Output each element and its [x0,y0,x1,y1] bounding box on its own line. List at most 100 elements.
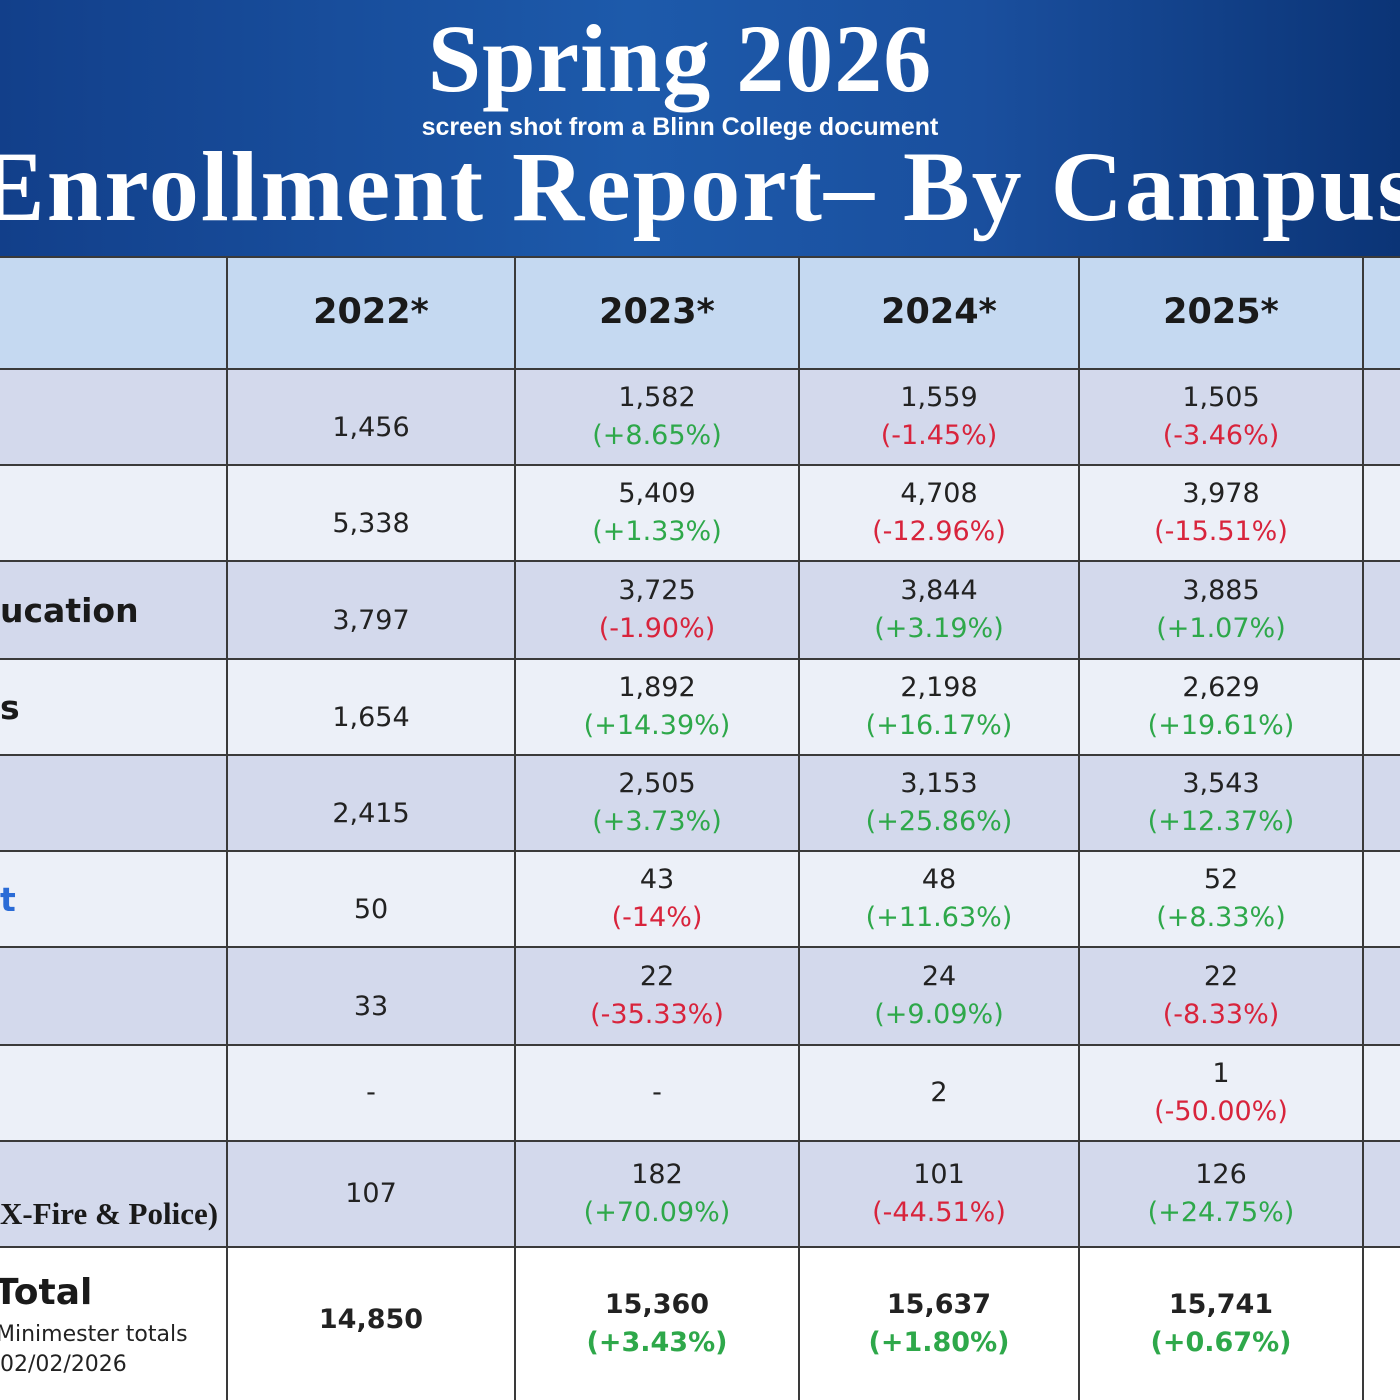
change-value: (+1.07%) [1156,613,1286,644]
table-row: 5,338 5,409 (+1.33%) 4,708 (-12.96%) 3,978… [0,466,1400,562]
change-value: (+70.09%) [583,1197,731,1228]
table-row: 33 22 (-35.33%) 24 (+9.09%) 22 (-8.33%) [0,948,1400,1046]
total-2025: 15,741 (+0.67%) [1080,1248,1362,1400]
change-value: (-8.33%) [1162,999,1280,1030]
cell-2024: 101 (-44.51%) [800,1142,1078,1246]
cell-2022: - [366,1077,376,1108]
change-value: (+25.86%) [865,806,1013,837]
cell-2025: 2,629 (+19.61%) [1080,660,1362,754]
table-row: s 1,654 1,892 (+14.39%) 2,198 (+16.17%) 2,… [0,660,1400,756]
change-value: (-50.00%) [1154,1096,1288,1127]
cell-2025: 22 (-8.33%) [1080,948,1362,1044]
column-divider [226,256,228,1400]
total-row: Total Minimester totals 02/02/2026 14,85… [0,1248,1400,1400]
column-header-2022: 2022* [313,292,429,332]
cell-2023: 22 (-35.33%) [516,948,798,1044]
change-value: (+12.37%) [1147,806,1295,837]
column-divider [1078,256,1080,1400]
campus-label: t [0,879,16,919]
table-top-border [0,256,1400,258]
campus-label: s [0,687,20,727]
table-row: 1,456 1,582 (+8.65%) 1,559 (-1.45%) 1,505(… [0,370,1400,466]
cell-2024: 3,153 (+25.86%) [800,756,1078,850]
cell-2024: 2,198 (+16.17%) [800,660,1078,754]
cell-2024: 2 [930,1077,948,1108]
cell-2024: 3,844 (+3.19%) [800,562,1078,658]
cell-2022: 1,456 [332,412,410,443]
table-header-row: 2022* 2023* 2024* 2025* [0,256,1400,370]
change-value: (+9.09%) [874,999,1004,1030]
cell-2022: 3,797 [332,605,410,636]
change-value: (+3.19%) [874,613,1004,644]
cell-2024: 4,708 (-12.96%) [800,466,1078,560]
change-value: (+8.33%) [1156,902,1286,933]
cell-2025: 126 (+24.75%) [1080,1142,1362,1246]
report-title: Spring 2026 [427,5,933,112]
change-value: (+19.61%) [1147,710,1295,741]
column-divider [1362,256,1364,1400]
cell-2023: 182 (+70.09%) [516,1142,798,1246]
cell-2023: - [652,1077,662,1108]
cell-2022: 5,338 [332,508,410,539]
cell-2022: 50 [353,894,389,925]
column-divider [798,256,800,1400]
report-subtitle: screen shot from a Blinn College documen… [421,113,939,141]
change-value: (+1.33%) [592,516,722,547]
total-label-group: Total Minimester totals 02/02/2026 [0,1248,226,1400]
change-value: (+3.73%) [592,806,722,837]
total-2023: 15,360 (+3.43%) [516,1248,798,1400]
change-value: (-3.46%) [1162,420,1280,451]
campus-label: ucation [0,590,139,630]
change-value: (+3.43%) [586,1327,728,1358]
total-date: 02/02/2026 [0,1352,127,1377]
cell-2025: 1 (-50.00%) [1080,1046,1362,1140]
campus-label [0,370,226,464]
change-value: (+24.75%) [1147,1197,1295,1228]
cell-2023: 3,725 (-1.90%) [516,562,798,658]
cell-2023: 1,892 (+14.39%) [516,660,798,754]
column-header-2024: 2024* [881,292,997,332]
total-2022: 14,850 [318,1304,424,1335]
cell-2024: 1,559 (-1.45%) [800,370,1078,464]
table-row: t 50 43 (-14%) 48 (+11.63%) 52 (+8.33%) [0,852,1400,948]
column-divider [514,256,516,1400]
column-header-2023: 2023* [599,292,715,332]
table-row: - - 2 1 (-50.00%) [0,1046,1400,1142]
campus-label [0,1046,226,1140]
change-value: (+1.80%) [868,1327,1010,1358]
report-banner: Spring 2026 screen shot from a Blinn Col… [0,0,1400,256]
campus-label: X-Fire & Police) [0,1196,219,1231]
change-value: (-1.90%) [598,613,716,644]
change-value: (-1.45%) [880,420,998,451]
change-value: (+0.67%) [1150,1327,1292,1358]
cell-2023: 1,582 (+8.65%) [516,370,798,464]
change-value: (+8.65%) [592,420,722,451]
cell-2022: 1,654 [332,702,410,733]
change-value: (-44.51%) [872,1197,1006,1228]
cell-2022: 107 [345,1178,397,1209]
total-label: Total [0,1272,93,1313]
cell-2025: 3,978 (-15.51%) [1080,466,1362,560]
change-value: (+11.63%) [865,902,1013,933]
cell-2023: 43 (-14%) [516,852,798,946]
campus-label [0,948,226,1044]
change-value: (-14%) [611,902,703,933]
table-row: 2,415 2,505 (+3.73%) 3,153 (+25.86%) 3,543… [0,756,1400,852]
cell-2023: 2,505 (+3.73%) [516,756,798,850]
change-value: (-35.33%) [590,999,724,1030]
total-note: Minimester totals [0,1322,188,1347]
campus-label [0,466,226,560]
campus-label [0,756,226,850]
cell-2022: 2,415 [332,798,410,829]
enrollment-table: 2022* 2023* 2024* 2025* 1,456 1,582 (+8.6… [0,256,1400,1400]
total-2024: 15,637 (+1.80%) [800,1248,1078,1400]
cell-2025: 3,885 (+1.07%) [1080,562,1362,658]
change-value: (+16.17%) [865,710,1013,741]
table-row: X-Fire & Police) 107 182 (+70.09%) 101 (-4… [0,1142,1400,1248]
change-value: (-12.96%) [872,516,1006,547]
change-value: (-15.51%) [1154,516,1288,547]
cell-2022: 33 [353,991,389,1022]
table-row: ucation 3,797 3,725 (-1.90%) 3,844 (+3.19%… [0,562,1400,660]
cell-2023: 5,409 (+1.33%) [516,466,798,560]
report-heading: Enrollment Report– By Campus [0,131,1400,242]
